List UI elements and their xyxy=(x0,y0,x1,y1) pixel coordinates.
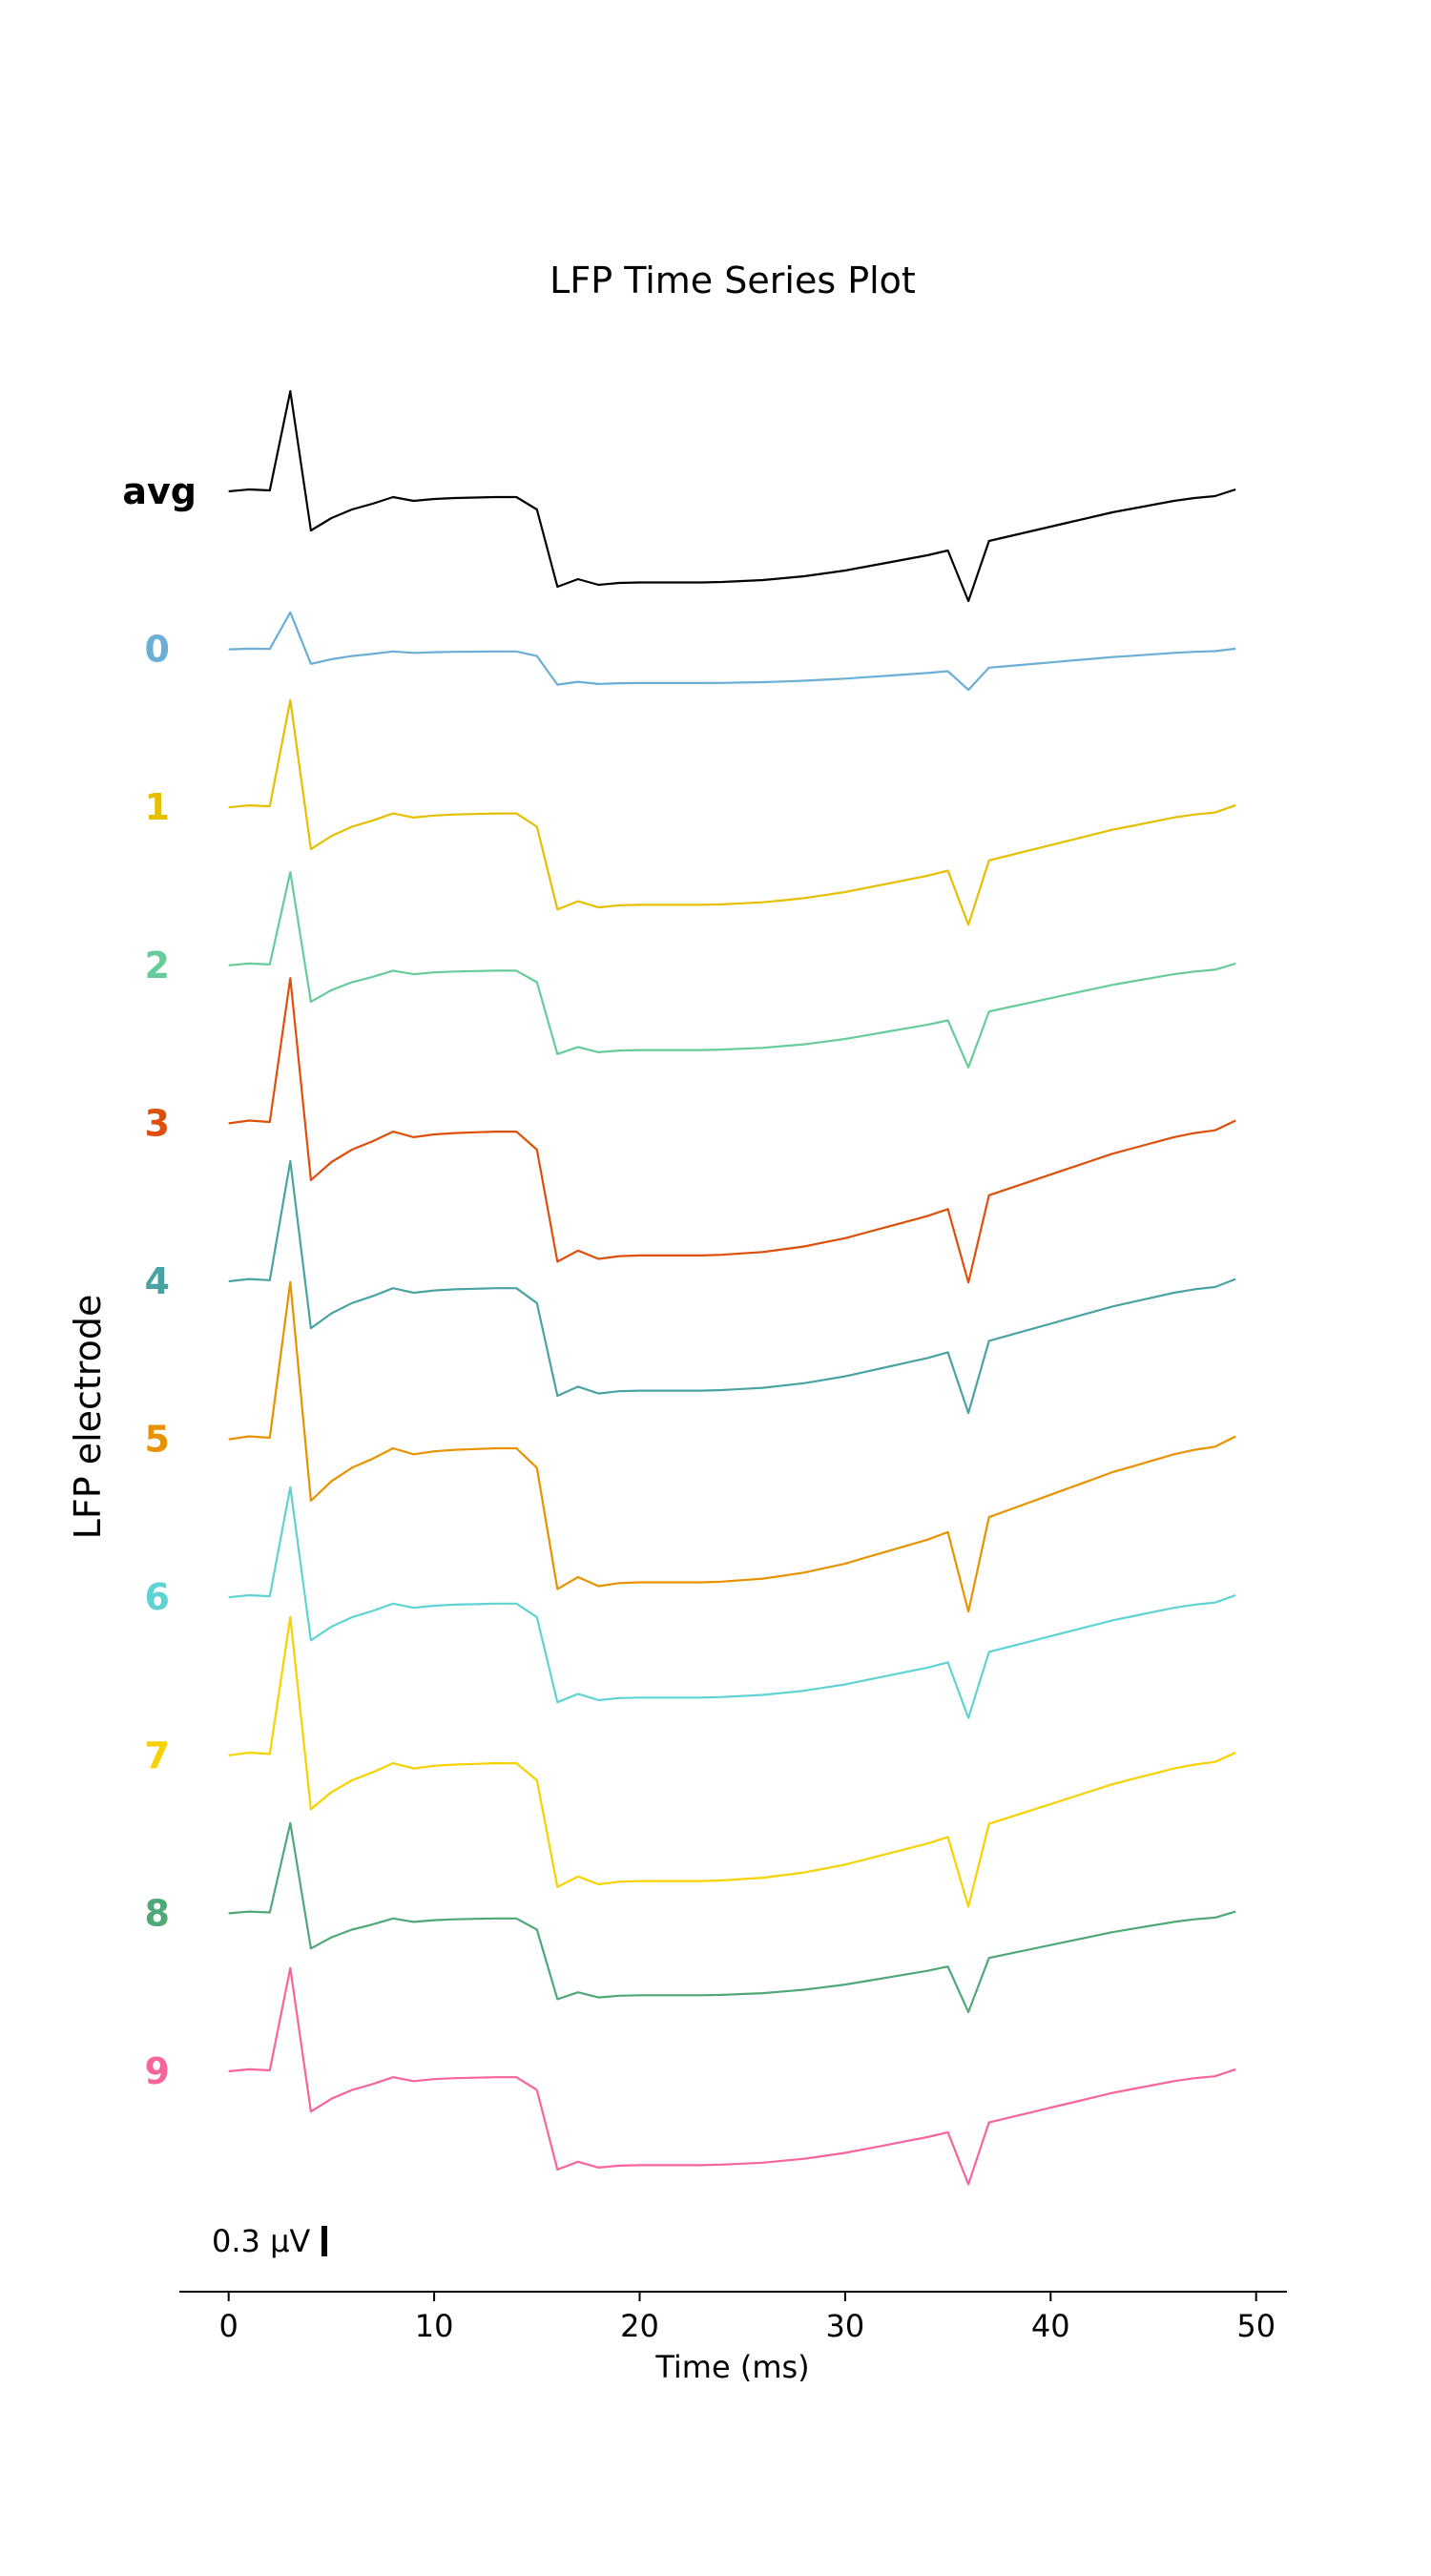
chart-title: LFP Time Series Plot xyxy=(550,260,916,301)
series-line-5 xyxy=(228,1280,1236,1613)
series-label-0: 0 xyxy=(145,629,170,671)
scale-bar: 0.3 μV xyxy=(212,2223,327,2259)
x-tick-label: 20 xyxy=(620,2308,659,2344)
series-line-7 xyxy=(228,1615,1236,1908)
series-label-1: 1 xyxy=(145,786,170,828)
series-line-2 xyxy=(228,870,1236,1069)
series-label-6: 6 xyxy=(145,1576,170,1618)
x-tick-label: 10 xyxy=(415,2308,454,2344)
x-ticks: 0 10 20 30 40 50 xyxy=(219,2292,1275,2344)
series-line-6 xyxy=(228,1485,1236,1719)
x-axis-label: Time (ms) xyxy=(654,2349,809,2385)
series-line-8 xyxy=(228,1821,1236,2013)
series-line-1 xyxy=(228,698,1236,926)
series-line-3 xyxy=(228,977,1236,1284)
series-line-9 xyxy=(228,1966,1236,2186)
series-label-3: 3 xyxy=(145,1102,170,1144)
y-axis-label: LFP electrode xyxy=(67,1295,109,1540)
series-label-avg: avg xyxy=(122,470,197,512)
series-label-2: 2 xyxy=(145,945,170,987)
series-line-0 xyxy=(228,611,1236,692)
series-label-9: 9 xyxy=(145,2050,170,2092)
x-tick-label: 40 xyxy=(1031,2308,1070,2344)
series-line-4 xyxy=(228,1159,1236,1415)
traces: avg 0 1 2 3 4 5 6 7 8 9 xyxy=(122,389,1236,2186)
series-label-5: 5 xyxy=(145,1419,170,1461)
x-tick-label: 50 xyxy=(1236,2308,1275,2344)
series-label-7: 7 xyxy=(145,1735,170,1776)
scale-bar-label: 0.3 μV xyxy=(212,2223,310,2259)
x-tick-label: 0 xyxy=(219,2308,238,2344)
series-label-4: 4 xyxy=(145,1260,170,1302)
x-tick-label: 30 xyxy=(826,2308,865,2344)
series-label-8: 8 xyxy=(145,1892,170,1934)
series-line-avg xyxy=(228,389,1236,603)
